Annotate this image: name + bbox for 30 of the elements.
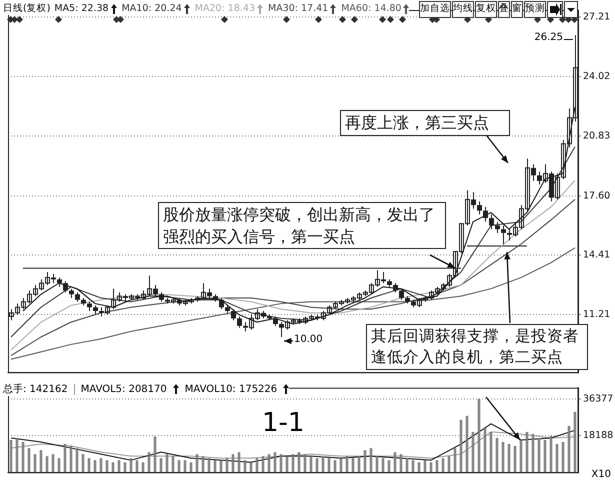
annotation: 均线 (452, 1, 474, 18)
annotation: 总手: 142162 (3, 382, 68, 396)
annotation: 26.25 (534, 32, 563, 44)
annotation: 窗 (511, 1, 523, 18)
legend-label: MA5: 22.38 (54, 3, 109, 14)
annotation: 加自选 (419, 1, 451, 18)
annotation: 其后回调获得支撑，是投资者逢低介入的良机，第二买点 (366, 324, 588, 370)
legend-label: MA10: 20.24 (122, 3, 182, 14)
y-tick-label: 27.21 (583, 12, 610, 23)
annotation: 叠 (498, 1, 510, 18)
text: X10 (591, 469, 611, 480)
annotation: 预测 (524, 1, 546, 18)
y-tick-label: 24.02 (583, 70, 610, 82)
annotation: 10.00 (294, 334, 323, 345)
y-tick-label: 18188 (583, 430, 614, 442)
legend-label: MA30: 17.41 (268, 3, 328, 14)
y-tick-label: 11.21 (583, 308, 610, 320)
annotation: MAVOL5: 208170 (80, 384, 167, 394)
y-tick-label: 36377 (583, 393, 614, 404)
legend-label: MA20: 18.43 (194, 3, 255, 14)
annotation: 复权 (475, 1, 497, 18)
annotation: 股价放量涨停突破，创出新高，发出了强烈的买入信号，第一买点 (158, 202, 446, 250)
y-tick-label: 17.60 (583, 190, 610, 202)
chart-title: 日线(复权) (3, 2, 50, 15)
y-tick-label: 20.83 (583, 130, 610, 142)
annotation: 1-1 (262, 408, 304, 438)
legend-label: MA60: 14.80 (341, 3, 402, 14)
annotation: 再度上涨，第三买点 (340, 110, 510, 136)
y-tick-label: 14.41 (583, 250, 610, 261)
annotation: MAVOL10: 175226 (184, 384, 278, 394)
